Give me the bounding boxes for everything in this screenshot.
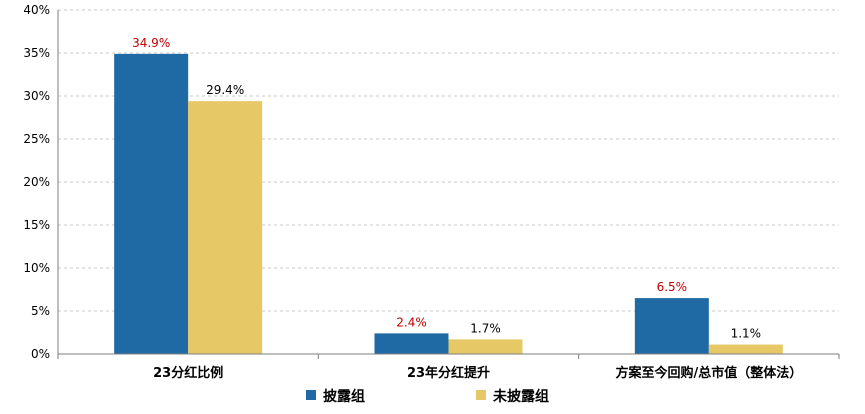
x-category-label: 23年分红提升 — [407, 365, 490, 381]
bar — [634, 298, 709, 354]
x-category-label: 23分红比例 — [153, 365, 223, 381]
data-label: 1.7% — [470, 321, 501, 335]
y-tick-label: 15% — [23, 218, 50, 232]
y-tick-label: 0% — [31, 347, 50, 361]
legend-label: 披露组 — [323, 388, 365, 405]
y-tick-label: 10% — [23, 261, 50, 275]
y-tick-label: 30% — [23, 89, 50, 103]
y-tick-label: 40% — [23, 3, 50, 17]
legend-label: 未披露组 — [493, 388, 549, 405]
y-tick-label: 35% — [23, 46, 50, 60]
data-label: 1.1% — [731, 327, 762, 341]
data-label: 29.4% — [206, 83, 244, 97]
y-tick-label: 25% — [23, 132, 50, 146]
y-tick-label: 20% — [23, 175, 50, 189]
data-label: 34.9% — [132, 36, 170, 50]
x-category-label: 方案至今回购/总市值（整体法） — [615, 365, 802, 381]
y-tick-label: 5% — [31, 304, 50, 318]
legend-swatch — [476, 390, 486, 400]
bar — [374, 333, 449, 354]
legend-swatch — [306, 390, 316, 400]
bar — [188, 101, 263, 354]
bar — [114, 53, 189, 355]
data-label: 2.4% — [396, 315, 427, 329]
bar — [708, 344, 783, 354]
bar — [448, 339, 523, 354]
data-label: 6.5% — [657, 280, 688, 294]
